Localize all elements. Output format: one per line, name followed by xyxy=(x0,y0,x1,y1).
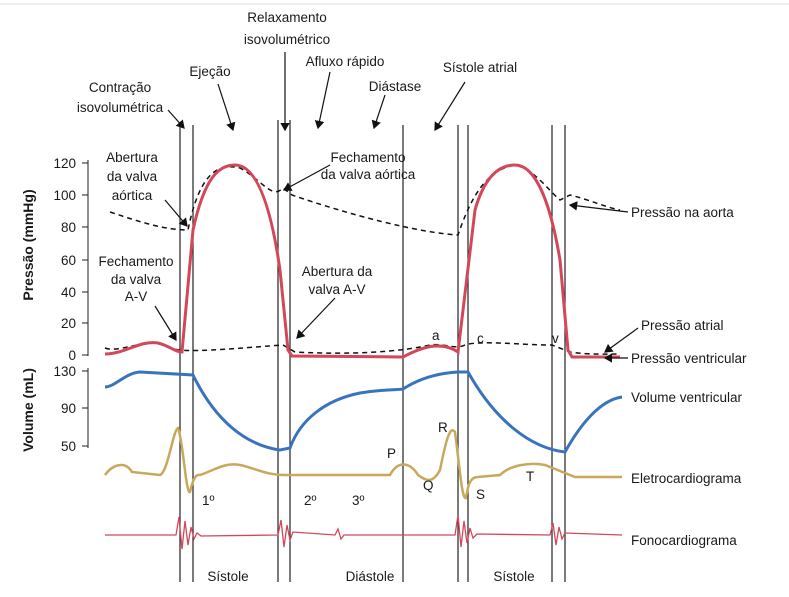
arrows xyxy=(154,52,639,363)
label: 20 xyxy=(61,316,76,331)
label: isovolumétrica xyxy=(77,100,164,115)
label: Diástole xyxy=(346,569,395,584)
label: isovolumétrico xyxy=(244,32,330,47)
label: Q xyxy=(423,478,434,493)
shape xyxy=(103,426,622,500)
label: 120 xyxy=(53,156,76,171)
label: Contração xyxy=(89,80,151,95)
axis-title: Pressão (mmHg) xyxy=(20,189,36,300)
label: 40 xyxy=(61,285,76,300)
shape xyxy=(371,94,386,130)
phase-lines xyxy=(179,120,566,582)
label: Eletrocardiograma xyxy=(631,471,742,486)
label: Afluxo rápido xyxy=(306,54,385,69)
label: Ejeção xyxy=(189,64,230,79)
label: S xyxy=(476,487,485,502)
label: 3º xyxy=(352,493,365,508)
label: Fechamento xyxy=(98,254,173,269)
labels: Relaxamento isovolumétrico Contração iso… xyxy=(77,10,747,584)
label: da valva aórtica xyxy=(321,167,416,182)
label: 60 xyxy=(61,253,76,268)
tick-labels: 120 100 80 60 40 20 0 130 90 50 xyxy=(53,156,76,454)
label: Pressão ventricular xyxy=(631,351,747,366)
label: 1º xyxy=(202,493,215,508)
label: Pressão na aorta xyxy=(631,205,734,220)
shape xyxy=(296,297,336,339)
label: valva A-V xyxy=(308,282,365,297)
shape xyxy=(314,71,331,130)
label: P xyxy=(387,446,396,461)
label: 80 xyxy=(61,220,76,235)
label: da valva xyxy=(107,169,158,184)
label: Sístole atrial xyxy=(443,60,517,75)
label: da valva xyxy=(111,272,162,287)
label: Sístole xyxy=(207,569,248,584)
label: v xyxy=(552,331,559,346)
shape xyxy=(282,164,331,191)
label: R xyxy=(438,420,448,435)
shape xyxy=(104,370,623,454)
shape xyxy=(217,83,236,132)
label: aórtica xyxy=(112,188,153,203)
label: 2º xyxy=(304,493,317,508)
axis-title: Volume (mL) xyxy=(20,368,36,452)
shape xyxy=(568,201,629,213)
label: Diástase xyxy=(369,79,422,94)
label: 130 xyxy=(53,364,76,379)
shape xyxy=(434,81,466,132)
shape xyxy=(164,199,188,227)
shape xyxy=(104,163,620,359)
shape xyxy=(154,305,177,342)
shape xyxy=(105,514,623,550)
label: T xyxy=(526,469,534,484)
label: Relaxamento xyxy=(247,10,327,25)
label: Fechamento xyxy=(330,150,405,165)
label: Abertura da xyxy=(302,264,373,279)
label: 50 xyxy=(61,439,76,454)
label: Sístole xyxy=(493,569,534,584)
shape xyxy=(167,109,185,129)
label: 90 xyxy=(61,401,76,416)
label: c xyxy=(477,331,484,346)
shape xyxy=(109,164,621,236)
label: Volume ventricular xyxy=(631,390,743,405)
label: Fonocardiograma xyxy=(631,533,737,548)
label: 0 xyxy=(68,348,76,363)
label: Pressão atrial xyxy=(641,318,724,333)
curves xyxy=(103,163,623,550)
label: A-V xyxy=(125,289,148,304)
label: a xyxy=(432,328,440,343)
axes xyxy=(82,160,89,448)
shape xyxy=(604,327,639,353)
label: 100 xyxy=(53,188,76,203)
label: Abertura xyxy=(106,150,158,165)
